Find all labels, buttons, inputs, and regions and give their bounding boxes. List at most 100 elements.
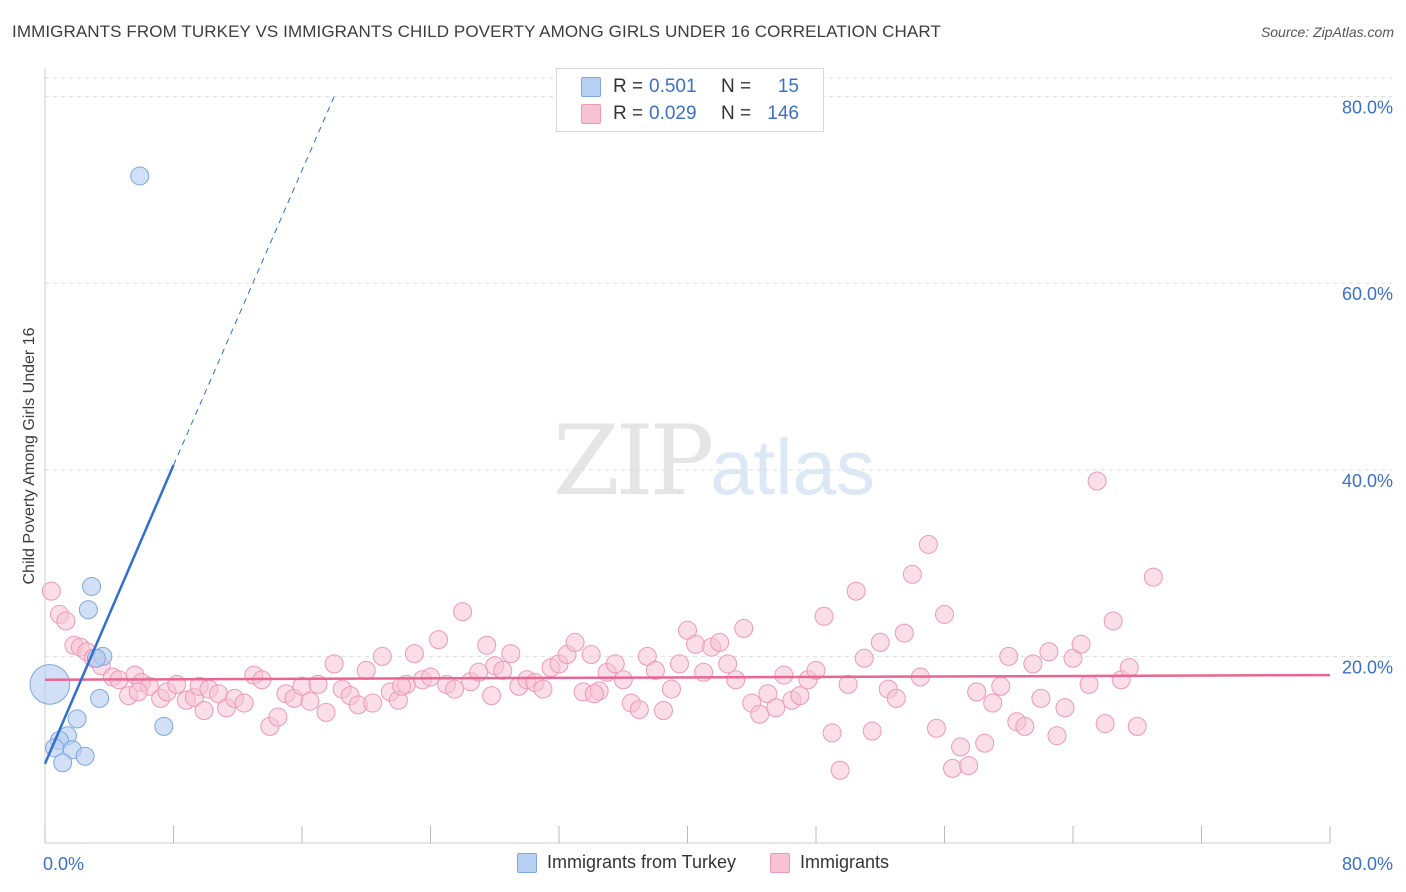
immigrants-point: [469, 662, 489, 682]
immigrants-point: [926, 718, 946, 738]
immigrants-point: [493, 660, 513, 680]
immigrants-point: [814, 606, 834, 626]
y-tick-label: 60.0%: [1342, 284, 1393, 304]
immigrants-point: [533, 679, 553, 699]
y-tick-label: 20.0%: [1342, 657, 1393, 677]
immigrants-point: [870, 632, 890, 652]
immigrants-point: [918, 534, 938, 554]
immigrants-point: [846, 581, 866, 601]
immigrants-point: [268, 707, 288, 727]
y-tick-label: 40.0%: [1342, 471, 1393, 491]
immigrants-point: [645, 660, 665, 680]
immigrants-point: [806, 660, 826, 680]
immigrants-point: [734, 618, 754, 638]
immigrants-point: [686, 634, 706, 654]
immigrants-point: [1015, 716, 1035, 736]
immigrants-point: [128, 682, 148, 702]
immigrants-point: [943, 758, 963, 778]
immigrants-point: [669, 654, 689, 674]
immigrants-point: [902, 564, 922, 584]
series-legend: Immigrants from Turkey Immigrants: [0, 852, 1406, 873]
immigrants-point: [300, 691, 320, 711]
immigrants-point: [356, 660, 376, 680]
turkey-point: [53, 753, 73, 773]
immigrants-point: [629, 700, 649, 720]
immigrants-point: [421, 667, 440, 687]
immigrants-point: [56, 611, 76, 631]
legend-row-immigrants: R = 0.029 N = 146: [581, 103, 799, 125]
immigrants-point: [1039, 642, 1059, 662]
watermark-zip: ZIP: [553, 405, 714, 517]
immigrants-point: [584, 684, 604, 704]
immigrants-point: [41, 581, 61, 601]
immigrants-trend-line: [44, 673, 1331, 681]
immigrants-point: [581, 645, 601, 665]
legend-swatch-blue: [581, 77, 601, 97]
legend-n-label: N =: [721, 103, 752, 124]
legend-n-label: N =: [721, 76, 752, 97]
immigrants-point: [726, 670, 746, 690]
immigrants-point: [234, 693, 254, 713]
immigrants-point: [1047, 726, 1067, 746]
immigrants-point: [710, 632, 730, 652]
turkey-point: [78, 600, 98, 620]
immigrants-point: [766, 698, 786, 718]
immigrants-point: [501, 644, 521, 664]
immigrants-point: [983, 693, 1003, 713]
series-legend-item-turkey: Immigrants from Turkey: [516, 852, 736, 873]
immigrants-point: [445, 679, 465, 699]
immigrants-point: [404, 644, 424, 664]
legend-n-value: 15: [777, 76, 799, 97]
turkey-point: [67, 709, 87, 729]
legend-r-label: R =: [613, 76, 644, 97]
turkey-trend-extension: [173, 96, 335, 466]
immigrants-point: [429, 630, 449, 650]
legend-r-value: 0.029: [649, 103, 697, 124]
immigrants-point: [372, 646, 392, 666]
immigrants-point: [1087, 471, 1107, 491]
immigrants-point: [1103, 611, 1123, 631]
legend-row-turkey: R = 0.501 N = 15: [581, 76, 799, 98]
immigrants-point: [565, 632, 585, 652]
turkey-point: [29, 664, 71, 705]
immigrants-point: [194, 701, 214, 721]
immigrants-point: [316, 702, 336, 722]
immigrants-point: [991, 676, 1011, 696]
immigrants-point: [886, 688, 906, 708]
immigrants-point: [894, 623, 914, 643]
immigrants-point: [830, 760, 850, 780]
x-tick-label: 0.0%: [43, 854, 84, 874]
immigrants-point: [1023, 654, 1043, 674]
immigrants-point: [363, 693, 383, 713]
immigrants-point: [1055, 698, 1075, 718]
turkey-point: [75, 746, 95, 766]
immigrants-point: [774, 665, 794, 685]
immigrants-point: [613, 670, 633, 690]
immigrants-point: [605, 654, 625, 674]
immigrants-point: [999, 646, 1019, 666]
series-swatch-pink: [770, 852, 791, 873]
immigrants-point: [477, 635, 497, 655]
series-legend-label: Immigrants: [800, 852, 890, 872]
immigrants-point: [1127, 716, 1147, 736]
legend-r-value: 0.501: [649, 76, 697, 97]
correlation-legend: R = 0.501 N = 15 R = 0.029 N = 146: [556, 68, 824, 132]
y-tick-label: 80.0%: [1342, 98, 1393, 118]
chart-title: IMMIGRANTS FROM TURKEY VS IMMIGRANTS CHI…: [12, 22, 941, 41]
immigrants-point: [862, 721, 882, 741]
immigrants-point: [453, 602, 473, 622]
immigrants-point: [967, 682, 987, 702]
immigrants-point: [750, 704, 770, 724]
immigrants-point: [1119, 658, 1139, 678]
legend-r-label: R =: [613, 103, 644, 124]
immigrants-point: [392, 676, 412, 696]
source-label: Source: ZipAtlas.com: [1260, 24, 1394, 40]
immigrants-point: [1095, 714, 1115, 734]
series-legend-item-immigrants: Immigrants: [770, 852, 889, 873]
immigrants-point: [653, 701, 673, 721]
immigrants-point: [838, 674, 858, 694]
immigrants-point: [790, 686, 810, 706]
immigrants-point: [854, 648, 874, 668]
watermark-atlas: atlas: [710, 423, 875, 511]
